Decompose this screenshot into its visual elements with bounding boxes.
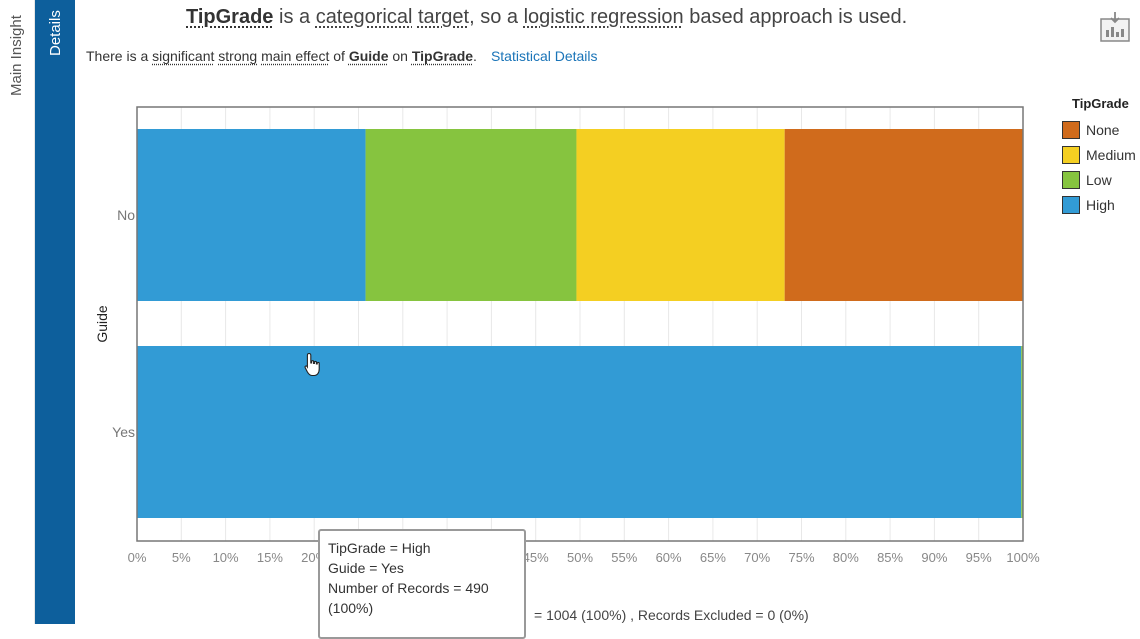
x-tick-label: 70% [744, 550, 770, 565]
summary-text: . [473, 48, 477, 64]
main-insight-tab-label: Main Insight [8, 15, 25, 96]
legend-swatch-medium [1062, 145, 1080, 164]
legend-label-none: None [1086, 121, 1120, 138]
x-tick-label: 60% [656, 550, 682, 565]
headline-text: based approach is used. [683, 6, 908, 28]
tooltip-line: (100%) [328, 600, 374, 616]
x-tick-label: 0% [128, 550, 147, 565]
main-effect-term[interactable]: main effect [261, 48, 330, 64]
chart-tooltip: TipGrade = High Guide = Yes Number of Re… [318, 529, 526, 639]
summary-text: on [388, 48, 412, 64]
legend-swatch-none [1062, 120, 1080, 139]
x-tick-label: 75% [788, 550, 814, 565]
x-tick-label: 15% [257, 550, 283, 565]
bar-low-no[interactable] [365, 129, 577, 301]
x-tick-label: 85% [877, 550, 903, 565]
strong-term[interactable]: strong [218, 48, 258, 64]
legend-title: TipGrade [1072, 96, 1129, 111]
details-tab[interactable]: Details [35, 0, 75, 624]
stacked-bar-chart: NoYes0%5%10%15%20%25%30%35%40%45%50%55%6… [94, 106, 1040, 565]
factor-name[interactable]: Guide [348, 48, 389, 64]
bar-high-no[interactable] [137, 129, 366, 301]
legend-swatch-high [1062, 195, 1080, 214]
legend-item-medium[interactable]: Medium [1062, 142, 1136, 167]
legend-label-high: High [1086, 196, 1115, 213]
legend-swatch-low [1062, 170, 1080, 189]
tooltip-line: TipGrade = High [328, 540, 431, 556]
plot-area [137, 107, 1023, 541]
bar-low-yes[interactable] [1021, 346, 1023, 518]
details-tab-label: Details [47, 10, 64, 56]
effect-summary: There is a significant strong main effec… [86, 48, 598, 64]
statistical-details-link[interactable]: Statistical Details [490, 48, 598, 64]
y-tick-label-yes: Yes [112, 424, 135, 440]
x-tick-label: 10% [213, 550, 239, 565]
y-axis-title: Guide [94, 305, 110, 343]
x-tick-label: 45% [523, 550, 549, 565]
bar-medium-no[interactable] [576, 129, 785, 301]
headline-target-term[interactable]: target [417, 6, 470, 28]
x-tick-label: 55% [611, 550, 637, 565]
headline-text: is a [273, 6, 316, 28]
bar-high-yes[interactable] [137, 346, 1022, 518]
x-tick-label: 90% [921, 550, 947, 565]
tooltip-line: Guide = Yes [328, 560, 404, 576]
x-tick-label: 80% [833, 550, 859, 565]
export-report-icon[interactable] [1098, 10, 1132, 44]
legend-item-low[interactable]: Low [1062, 167, 1136, 192]
x-tick-label: 100% [1006, 550, 1040, 565]
legend: TipGrade None Medium Low High [1062, 96, 1136, 217]
x-tick-label: 5% [172, 550, 191, 565]
main-insight-tab[interactable]: Main Insight [0, 0, 35, 624]
legend-item-none[interactable]: None [1062, 117, 1136, 142]
significant-term[interactable]: significant [152, 48, 215, 64]
summary-text: of [329, 48, 349, 64]
y-tick-label-no: No [117, 207, 135, 223]
headline-text: , so a [469, 6, 524, 28]
plot-frame [136, 106, 1024, 542]
bar-none-no[interactable] [784, 129, 1023, 301]
x-tick-label: 95% [966, 550, 992, 565]
records-footer: = 1004 (100%) , Records Excluded = 0 (0%… [534, 607, 809, 623]
hand-pointer-icon [304, 352, 320, 377]
insight-headline: TipGrade is a categorical target, so a l… [186, 6, 907, 29]
target-name[interactable]: TipGrade [411, 48, 474, 64]
tooltip-line: Number of Records = 490 [328, 580, 489, 596]
x-tick-label: 50% [567, 550, 593, 565]
headline-target[interactable]: TipGrade [186, 6, 274, 28]
legend-label-low: Low [1086, 171, 1112, 188]
headline-categorical-term[interactable]: categorical [315, 6, 413, 28]
summary-text: There is a [86, 48, 153, 64]
x-tick-label: 65% [700, 550, 726, 565]
legend-item-high[interactable]: High [1062, 192, 1136, 217]
legend-label-medium: Medium [1086, 146, 1136, 163]
headline-method-term[interactable]: logistic regression [523, 6, 684, 28]
